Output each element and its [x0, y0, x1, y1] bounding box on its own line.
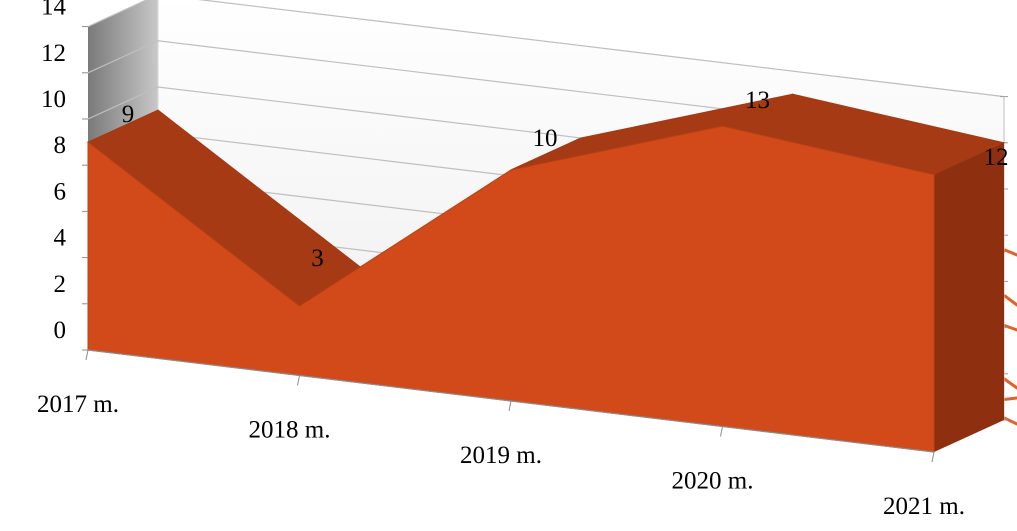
x-tick-mark — [85, 349, 89, 361]
data-label: 10 — [533, 125, 558, 152]
data-label: 3 — [311, 245, 324, 272]
x-axis-ticks: 2017 m. 2018 m. 2019 m. 2020 m. 2021 m. — [37, 349, 965, 520]
y-tick-label: 8 — [54, 132, 67, 159]
x-tick-label: 2017 m. — [37, 391, 119, 418]
y-tick-label: 2 — [54, 271, 67, 298]
y-tick-label: 10 — [41, 86, 66, 113]
y-tick-label: 4 — [54, 225, 67, 252]
x-tick-label: 2018 m. — [249, 417, 331, 444]
y-tick-label: 14 — [41, 0, 67, 21]
area-front-face — [87, 125, 935, 453]
x-tick-label: 2019 m. — [460, 442, 542, 469]
data-labels: 9 3 10 13 12 — [122, 87, 1009, 272]
x-tick-label: 2020 m. — [672, 468, 754, 495]
area-side-face — [934, 142, 1004, 453]
data-label: 12 — [984, 144, 1009, 171]
x-tick-mark — [720, 426, 723, 437]
y-tick-label: 6 — [54, 178, 67, 205]
y-tick-label: 12 — [41, 40, 66, 67]
y-tick-label: 0 — [54, 317, 67, 344]
y-axis-ticks: 0 2 4 6 8 10 12 14 — [41, 0, 88, 351]
data-label: 9 — [122, 101, 135, 128]
area-series — [87, 93, 1006, 453]
x-tick-label: 2021 m. — [883, 493, 965, 520]
gridline — [87, 0, 1005, 98]
data-label: 13 — [745, 87, 770, 114]
x-tick-mark — [297, 375, 300, 386]
x-tick-mark — [508, 400, 512, 412]
x-tick-mark — [931, 451, 935, 463]
